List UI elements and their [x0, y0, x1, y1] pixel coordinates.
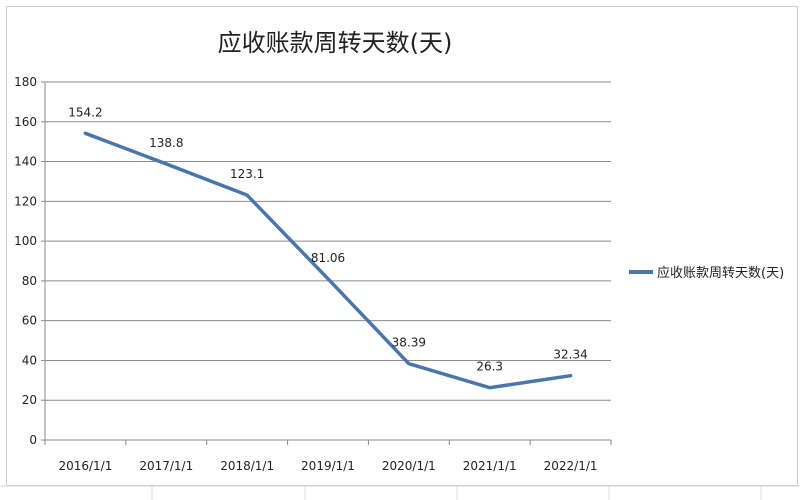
y-tick-label: 80 — [22, 274, 37, 288]
chart-title: 应收账款周转天数(天) — [218, 29, 453, 57]
x-tick-label: 2020/1/1 — [382, 459, 436, 473]
data-point — [407, 362, 411, 366]
data-point — [488, 386, 492, 390]
data-label: 138.8 — [149, 136, 183, 150]
data-label: 123.1 — [230, 167, 264, 181]
legend-label: 应收账款周转天数(天) — [657, 265, 784, 281]
data-label: 38.39 — [392, 336, 426, 350]
data-point — [326, 277, 330, 281]
series-layer — [83, 131, 573, 390]
x-tick-label: 2016/1/1 — [58, 459, 112, 473]
data-labels: 154.2 138.8 123.1 81.06 38.39 26.3 32.34 — [68, 105, 588, 373]
y-tick-label: 60 — [22, 314, 37, 328]
y-tick-label: 40 — [22, 353, 37, 367]
gridlines — [45, 81, 611, 401]
x-tick-label: 2019/1/1 — [301, 459, 355, 473]
data-point — [164, 162, 168, 166]
y-tick-label: 180 — [14, 75, 37, 89]
y-tick-label: 120 — [14, 194, 37, 208]
data-label: 81.06 — [311, 251, 345, 265]
y-tick-label: 20 — [22, 393, 37, 407]
y-tick-label: 160 — [14, 115, 37, 129]
data-point — [83, 131, 87, 135]
chart-area[interactable]: 应收账款周转天数(天) 0 20 40 60 80 100 120 140 160 180 2016… — [6, 6, 798, 486]
line-chart: 应收账款周转天数(天) 0 20 40 60 80 100 120 140 160 180 2016… — [14, 29, 784, 473]
data-point — [569, 374, 573, 378]
x-tick-label: 2017/1/1 — [139, 459, 193, 473]
data-label: 26.3 — [476, 360, 503, 374]
y-tick-label: 100 — [14, 234, 37, 248]
x-tick-label: 2018/1/1 — [220, 459, 274, 473]
legend: 应收账款周转天数(天) — [629, 265, 784, 281]
x-tick-label: 2022/1/1 — [544, 459, 598, 473]
data-label: 154.2 — [68, 105, 102, 119]
axes: 0 20 40 60 80 100 120 140 160 180 2016/1/1 2017/1/1… — [14, 75, 612, 473]
y-tick-label: 140 — [14, 155, 37, 169]
data-point — [245, 193, 249, 197]
y-tick-label: 0 — [29, 433, 37, 447]
data-label: 32.34 — [553, 348, 587, 362]
x-tick-label: 2021/1/1 — [463, 459, 517, 473]
